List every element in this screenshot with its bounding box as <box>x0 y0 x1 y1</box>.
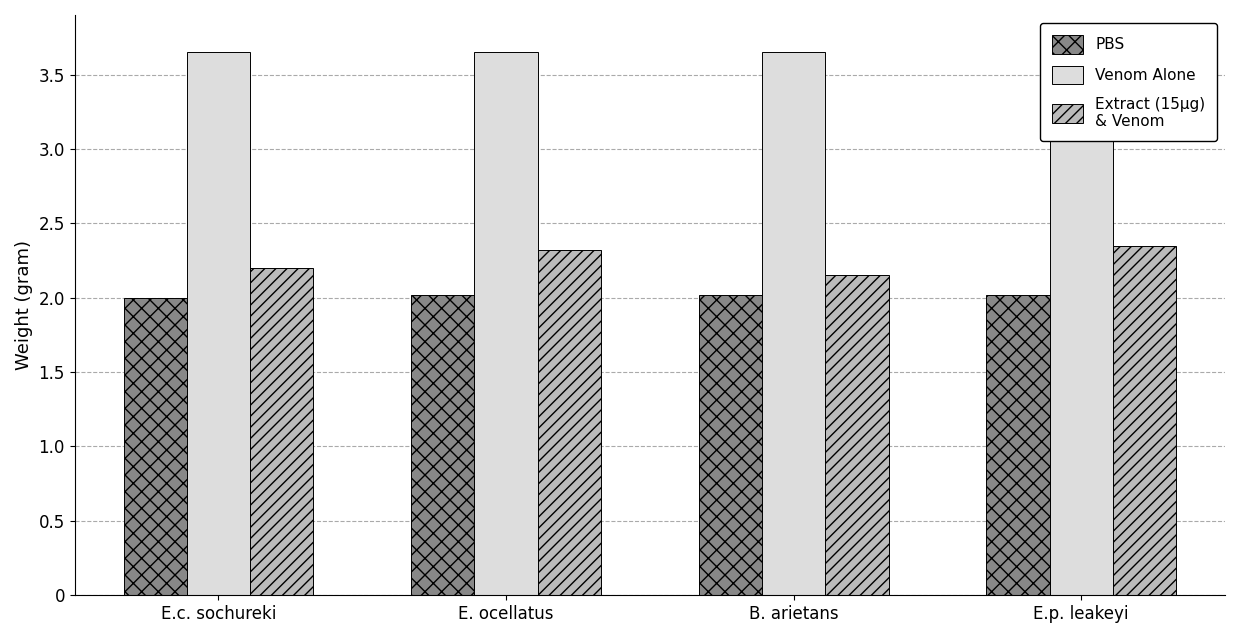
Bar <box>124 298 187 595</box>
Bar <box>826 276 889 595</box>
Bar <box>1112 246 1176 595</box>
Legend: PBS, Venom Alone, Extract (15μg)
& Venom: PBS, Venom Alone, Extract (15μg) & Venom <box>1040 22 1218 141</box>
Bar <box>250 268 314 595</box>
Bar <box>698 295 763 595</box>
Bar <box>187 52 250 595</box>
Bar <box>412 295 475 595</box>
Y-axis label: Weight (gram): Weight (gram) <box>15 240 33 370</box>
Bar <box>475 52 538 595</box>
Bar <box>1049 52 1112 595</box>
Bar <box>986 295 1049 595</box>
Bar <box>538 250 601 595</box>
Bar <box>763 52 826 595</box>
